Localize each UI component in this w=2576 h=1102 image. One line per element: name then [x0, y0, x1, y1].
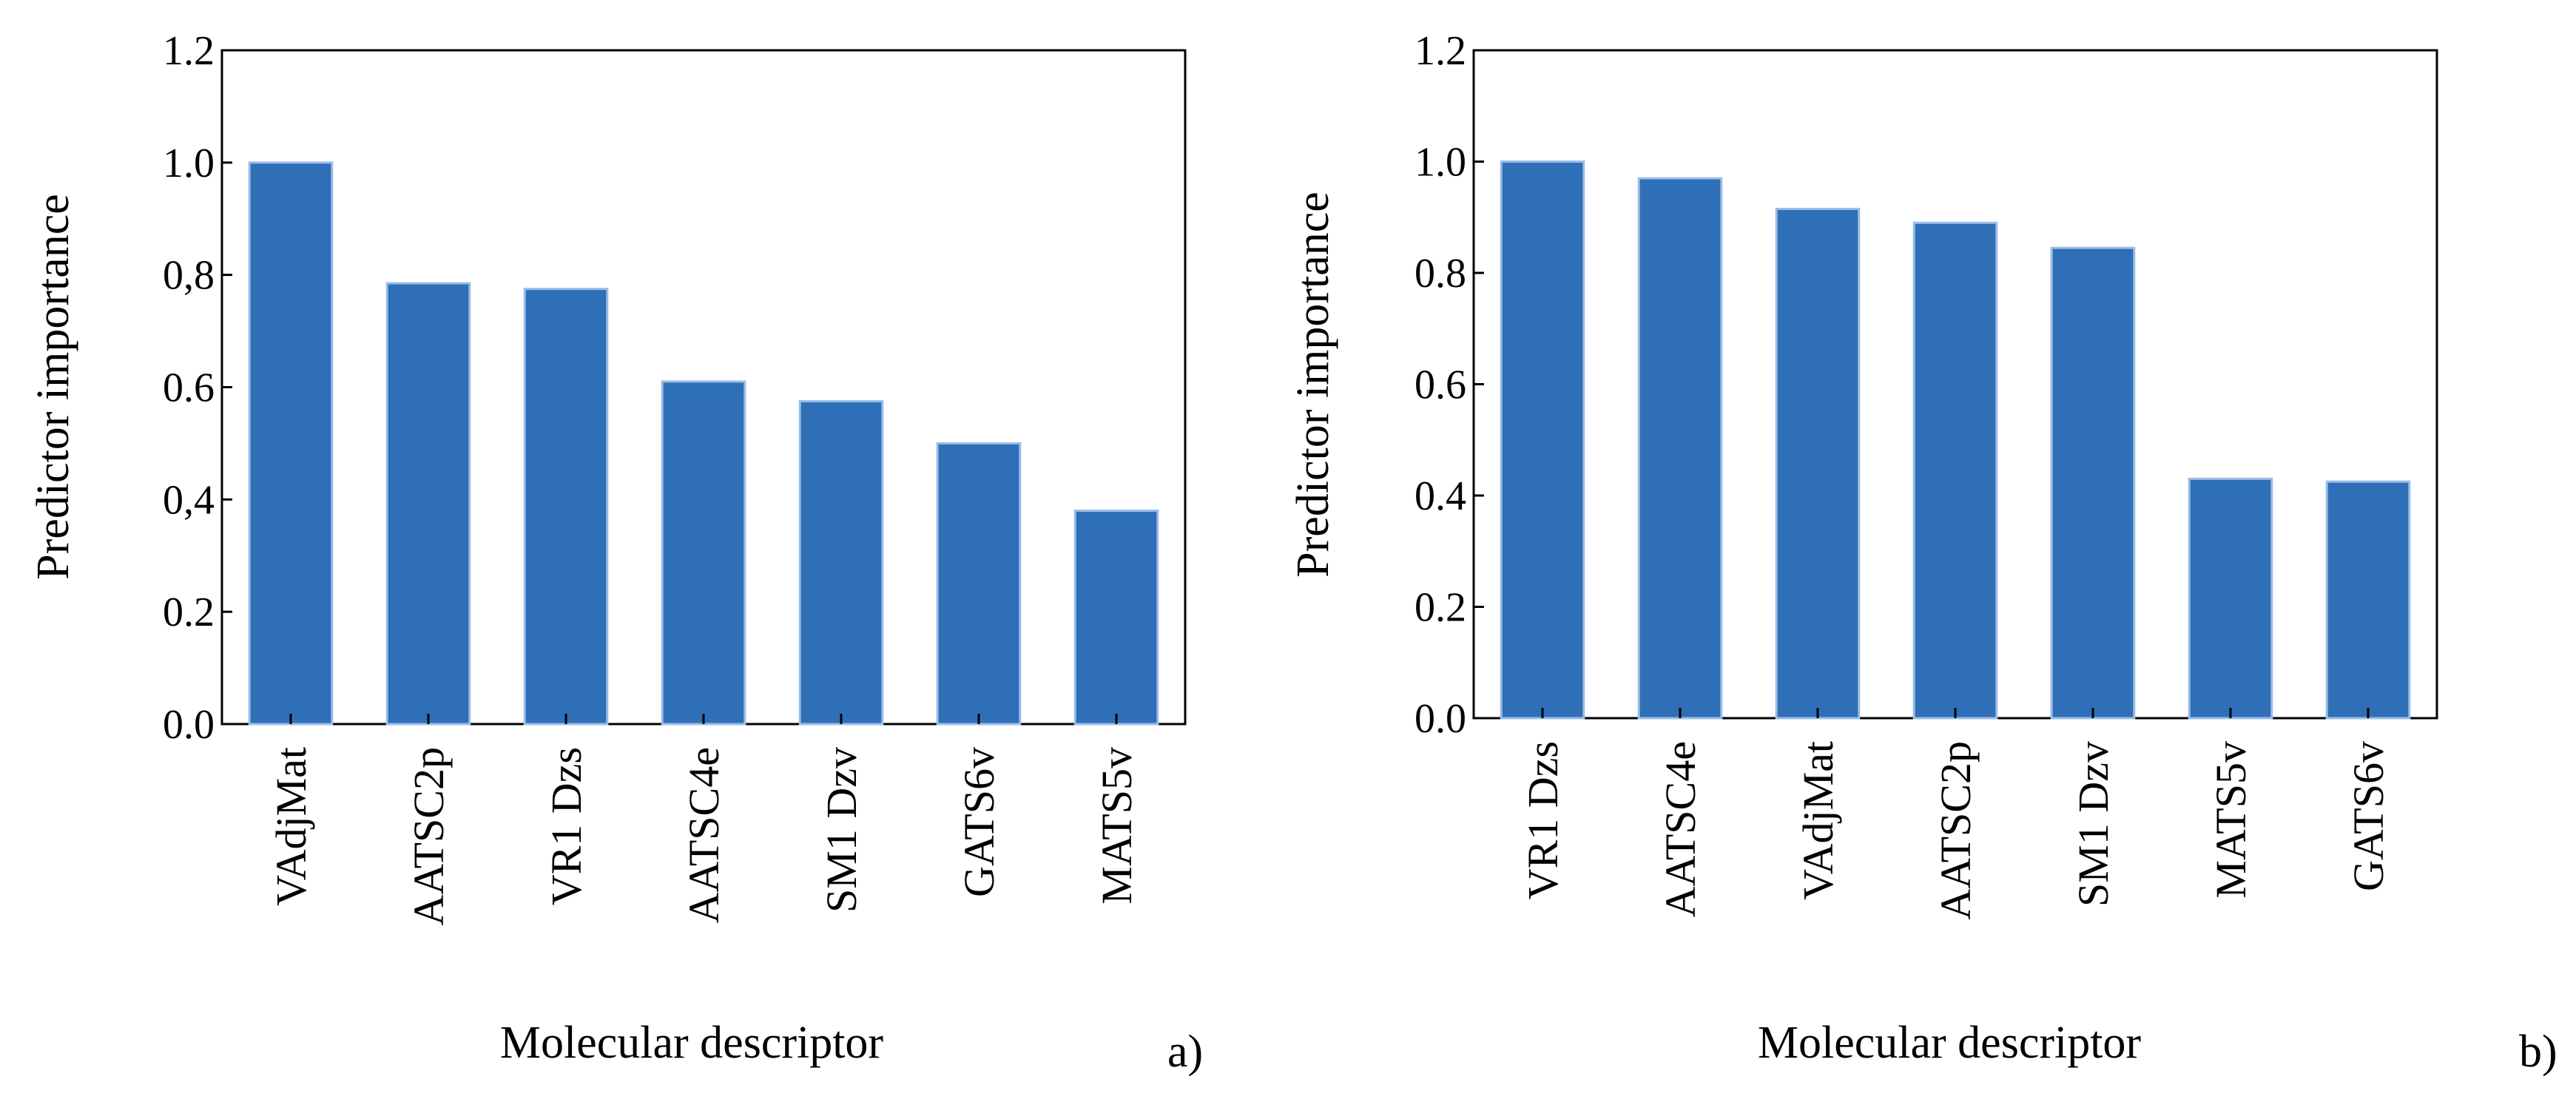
- x-category-label: VR1 Dzs: [542, 747, 590, 905]
- bar: [523, 288, 609, 726]
- x-category-label: MATS5v: [2207, 741, 2255, 899]
- bar: [2050, 246, 2136, 720]
- bar: [248, 161, 334, 726]
- bar: [1073, 510, 1159, 726]
- bar-group: [1500, 160, 2411, 720]
- y-tick-label: 1.2: [163, 28, 215, 74]
- x-category-label: AATSC4e: [1656, 741, 1705, 917]
- bar: [936, 442, 1022, 726]
- chart-panel-a: 0.0 0.2 0,4 0.6 0,8 1.0 1.2 VAdjMat AATSC2p VR1 …: [28, 28, 1203, 1077]
- y-tick-label: 0.2: [1415, 585, 1466, 631]
- x-category-label: AATSC4e: [680, 747, 728, 923]
- x-category-label: AATSC2p: [1932, 741, 1980, 920]
- bar: [385, 282, 471, 726]
- bar: [661, 380, 746, 726]
- bar: [1912, 221, 1998, 720]
- y-tick-label: 1.0: [163, 141, 215, 186]
- bar: [798, 399, 884, 726]
- y-tick-label: 0.0: [163, 702, 215, 748]
- x-category-label: SM1 Dzv: [817, 747, 866, 913]
- y-axis-label: Predictor importance: [28, 194, 78, 580]
- x-axis-categories: VAdjMat AATSC2p VR1 Dzs AATSC4e SM1 Dzv GATS6…: [267, 747, 1141, 926]
- y-tick-label: 0,4: [163, 477, 215, 523]
- bar: [1775, 207, 1861, 720]
- y-tick-label: 0.6: [1415, 362, 1466, 408]
- x-category-label: GATS6v: [2344, 741, 2393, 891]
- y-tick-label: 0.6: [163, 365, 215, 411]
- panel-label: b): [2519, 1027, 2558, 1077]
- chart-panel-b: 0.0 0.2 0.4 0.6 0.8 1.0 1.2 VR1 Dzs AATSC4e VAdj…: [1288, 28, 2558, 1077]
- x-category-label: VAdjMat: [267, 747, 315, 906]
- y-tick-label: 1.0: [1415, 140, 1466, 186]
- y-tick-label: 0.4: [1415, 473, 1466, 519]
- bar-group: [248, 161, 1159, 726]
- x-category-label: VAdjMat: [1794, 741, 1842, 900]
- x-category-label: SM1 Dzv: [2069, 741, 2117, 907]
- x-category-label: VR1 Dzs: [1519, 741, 1567, 899]
- x-category-label: AATSC2p: [405, 747, 453, 926]
- y-axis-ticks: 0.0 0.2 0,4 0.6 0,8 1.0 1.2: [163, 28, 232, 748]
- y-tick-label: 1.2: [1415, 28, 1466, 74]
- x-axis-label: Molecular descriptor: [500, 1018, 884, 1068]
- x-axis-categories: VR1 Dzs AATSC4e VAdjMat AATSC2p SM1 Dzv MATS5…: [1519, 741, 2393, 920]
- y-axis-ticks: 0.0 0.2 0.4 0.6 0.8 1.0 1.2: [1415, 28, 1484, 742]
- y-tick-label: 0.0: [1415, 696, 1466, 742]
- bar: [1637, 177, 1723, 720]
- bar: [1500, 160, 1585, 720]
- y-axis-label: Predictor importance: [1288, 192, 1338, 578]
- y-tick-label: 0.2: [163, 589, 215, 635]
- y-tick-label: 0,8: [163, 253, 215, 299]
- y-tick-label: 0.8: [1415, 251, 1466, 297]
- x-axis-label: Molecular descriptor: [1758, 1018, 2142, 1068]
- x-category-label: MATS5v: [1093, 747, 1141, 905]
- x-category-label: GATS6v: [955, 747, 1003, 897]
- bar: [2325, 480, 2411, 720]
- bar: [2188, 477, 2273, 720]
- panel-label: a): [1167, 1027, 1203, 1077]
